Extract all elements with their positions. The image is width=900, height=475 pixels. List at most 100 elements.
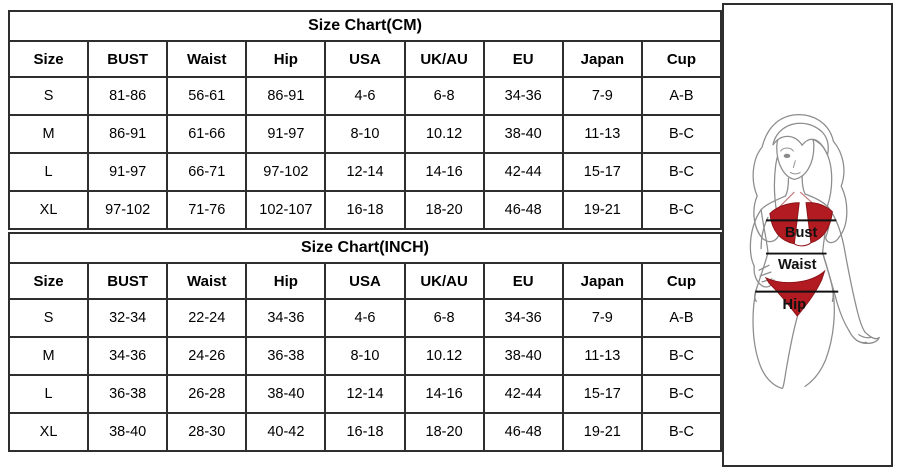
- data-cell: 4-6: [324, 298, 406, 338]
- bikini-top: [769, 202, 833, 247]
- size-cell: S: [7, 298, 90, 338]
- left-hand: [753, 264, 775, 288]
- table-title: Size Chart(CM): [8, 10, 722, 42]
- column-header: Hip: [245, 262, 327, 300]
- table-header-row: Size BUST Waist Hip USA UK/AU EU Japan Cup: [7, 262, 723, 300]
- data-cell: B-C: [640, 374, 723, 414]
- data-cell: 46-48: [482, 190, 564, 230]
- column-header: Waist: [166, 262, 248, 300]
- data-cell: 97-102: [245, 152, 327, 192]
- eye-illustration: [783, 153, 791, 159]
- data-cell: 22-24: [166, 298, 248, 338]
- column-header: Cup: [640, 262, 723, 300]
- column-header: BUST: [87, 262, 169, 300]
- data-cell: B-C: [640, 336, 723, 376]
- data-cell: 28-30: [166, 412, 248, 452]
- data-cell: 40-42: [245, 412, 327, 452]
- data-cell: B-C: [640, 114, 723, 154]
- data-cell: B-C: [640, 412, 723, 452]
- data-cell: 34-36: [482, 298, 564, 338]
- data-cell: 34-36: [87, 336, 169, 376]
- column-header: Hip: [245, 40, 327, 78]
- size-cell: L: [7, 152, 90, 192]
- data-cell: 36-38: [245, 336, 327, 376]
- data-cell: 14-16: [403, 374, 485, 414]
- data-cell: 34-36: [245, 298, 327, 338]
- data-cell: 56-61: [166, 76, 248, 116]
- waist-label: Waist: [778, 257, 817, 273]
- bust-label: Bust: [785, 225, 818, 241]
- data-cell: 71-76: [166, 190, 248, 230]
- column-header: Cup: [640, 40, 723, 78]
- data-cell: 19-21: [561, 412, 643, 452]
- size-cell: XL: [7, 190, 90, 230]
- data-cell: 16-18: [324, 412, 406, 452]
- navel-line: [792, 263, 800, 267]
- data-cell: 8-10: [324, 114, 406, 154]
- data-cell: 91-97: [87, 152, 169, 192]
- table-row: XL 38-40 28-30 40-42 16-18 18-20 46-48 19-21 B-C: [7, 412, 723, 452]
- column-header: USA: [324, 40, 406, 78]
- table-row: M 86-91 61-66 91-97 8-10 10.12 38-40 11-13 B-C: [7, 114, 723, 154]
- size-cell: M: [7, 336, 90, 376]
- data-cell: 11-13: [561, 114, 643, 154]
- column-header: EU: [482, 40, 564, 78]
- column-header: Size: [7, 262, 90, 300]
- data-cell: B-C: [640, 190, 723, 230]
- right-arm-outline: [822, 207, 866, 333]
- table-row: S 32-34 22-24 34-36 4-6 6-8 34-36 7-9 A-B: [7, 298, 723, 338]
- right-hand: [848, 330, 880, 345]
- data-cell: 7-9: [561, 298, 643, 338]
- data-cell: 34-36: [482, 76, 564, 116]
- data-cell: 26-28: [166, 374, 248, 414]
- column-header: USA: [324, 262, 406, 300]
- size-cell: XL: [7, 412, 90, 452]
- data-cell: 14-16: [403, 152, 485, 192]
- size-cell: M: [7, 114, 90, 154]
- data-cell: 15-17: [561, 374, 643, 414]
- data-cell: 42-44: [482, 152, 564, 192]
- size-cell: L: [7, 374, 90, 414]
- data-cell: 12-14: [324, 152, 406, 192]
- data-cell: 6-8: [403, 298, 485, 338]
- data-cell: 81-86: [87, 76, 169, 116]
- data-cell: A-B: [640, 76, 723, 116]
- size-chart-inch-table: Size Chart(INCH) Size BUST Waist Hip USA UK/AU…: [7, 232, 723, 452]
- data-cell: 86-91: [87, 114, 169, 154]
- nose-line: [792, 160, 796, 169]
- mouth-line: [789, 171, 801, 175]
- data-cell: 46-48: [482, 412, 564, 452]
- data-cell: 11-13: [561, 336, 643, 376]
- table-title-row: Size Chart(CM): [8, 10, 722, 42]
- data-cell: 32-34: [87, 298, 169, 338]
- data-cell: 4-6: [324, 76, 406, 116]
- data-cell: 66-71: [166, 152, 248, 192]
- data-cell: A-B: [640, 298, 723, 338]
- column-header: Japan: [561, 262, 643, 300]
- shoulder-lines: [760, 193, 830, 211]
- data-cell: 102-107: [245, 190, 327, 230]
- size-tables-region: Size Chart(CM) Size BUST Waist Hip USA UK/AU EU…: [7, 10, 723, 452]
- measurement-figure-panel: Bust Waist Hip: [722, 3, 893, 467]
- data-cell: 91-97: [245, 114, 327, 154]
- data-cell: 10.12: [403, 114, 485, 154]
- data-cell: 18-20: [403, 412, 485, 452]
- table-row: XL 97-102 71-76 102-107 16-18 18-20 46-48 19-21…: [7, 190, 723, 230]
- data-cell: 24-26: [166, 336, 248, 376]
- data-cell: 38-40: [87, 412, 169, 452]
- bikini-bottom: [764, 269, 826, 317]
- data-cell: 15-17: [561, 152, 643, 192]
- data-cell: 7-9: [561, 76, 643, 116]
- data-cell: 38-40: [245, 374, 327, 414]
- table-row: L 91-97 66-71 97-102 12-14 14-16 42-44 15-17 B-C: [7, 152, 723, 192]
- eyebrow-line: [780, 147, 794, 152]
- column-header: EU: [482, 262, 564, 300]
- woman-measurement-illustration: Bust Waist Hip: [749, 114, 880, 389]
- size-chart-cm-table: Size Chart(CM) Size BUST Waist Hip USA UK/AU EU…: [7, 10, 723, 230]
- data-cell: 6-8: [403, 76, 485, 116]
- column-header: Size: [7, 40, 90, 78]
- table-header-row: Size BUST Waist Hip USA UK/AU EU Japan Cup: [7, 40, 723, 78]
- table-title-row: Size Chart(INCH): [8, 232, 722, 264]
- data-cell: 8-10: [324, 336, 406, 376]
